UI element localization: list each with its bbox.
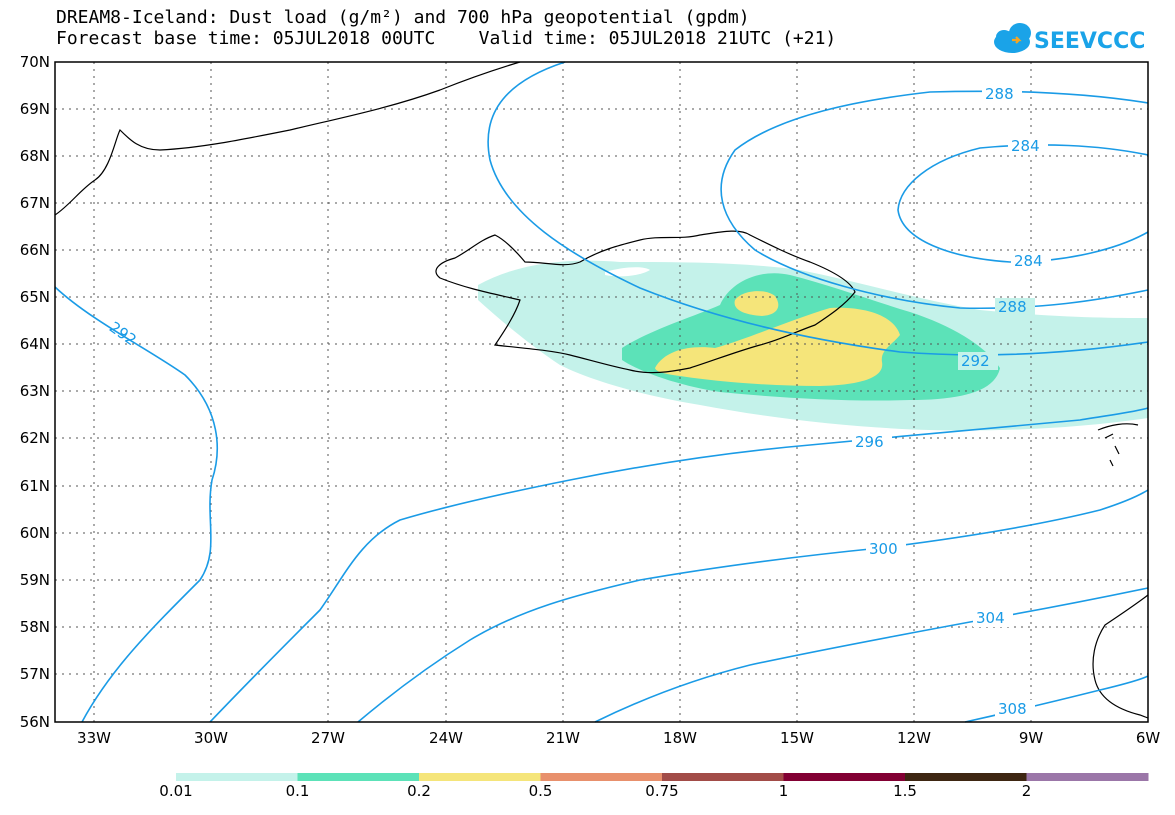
lat-label: 58N [20, 618, 50, 636]
contour-label: 288 [998, 298, 1027, 316]
colorbar-label: 0.2 [407, 782, 431, 800]
lat-label: 61N [20, 477, 50, 495]
faroe-coast [1097, 423, 1139, 467]
contour-292-west [54, 286, 219, 723]
contour-label: 308 [998, 700, 1027, 718]
map-frame [54, 61, 1149, 723]
dust-hole [605, 267, 650, 277]
colorbar-swatch [419, 773, 541, 781]
lat-label: 59N [20, 571, 50, 589]
colorbar [176, 773, 1149, 781]
colorbar-swatch [783, 773, 906, 781]
longitude-labels: 33W 30W 27W 24W 21W 18W 15W 12W 9W 6W [77, 729, 1160, 747]
contour-labels: 288 284 284 288 292 292 296 300 304 308 [106, 85, 1051, 718]
graticule [55, 62, 1148, 722]
lat-label: 56N [20, 713, 50, 731]
logo-text: SEEVCCC [1034, 29, 1145, 54]
lon-label: 18W [663, 729, 697, 747]
lat-label: 65N [20, 288, 50, 306]
lat-label: 63N [20, 382, 50, 400]
lon-label: 9W [1019, 729, 1044, 747]
colorbar-label: 0.5 [528, 782, 553, 800]
cloud-icon [994, 23, 1031, 53]
contour-label: 296 [855, 433, 884, 451]
lat-label: 64N [20, 335, 50, 353]
lat-label: 69N [20, 100, 50, 118]
lon-label: 24W [429, 729, 463, 747]
colorbar-label: 1.5 [893, 782, 917, 800]
lat-label: 66N [20, 241, 50, 259]
lon-label: 15W [780, 729, 814, 747]
lat-label: 60N [20, 524, 50, 542]
lon-label: 33W [77, 729, 111, 747]
colorbar-label: 2 [1021, 782, 1032, 800]
contour-label: 292 [961, 352, 990, 370]
contour-label: 284 [1011, 137, 1040, 155]
contour-300 [357, 489, 1149, 723]
contour-label: 304 [976, 609, 1005, 627]
colorbar-swatch [1026, 773, 1149, 781]
colorbar-label: 0.75 [645, 782, 679, 800]
contour-308 [964, 675, 1149, 723]
colorbar-label: 1 [778, 782, 789, 800]
lat-label: 57N [20, 665, 50, 683]
contour-296 [209, 407, 1149, 723]
contour-304 [594, 587, 1149, 723]
lat-label: 62N [20, 429, 50, 447]
contour-label: 300 [869, 540, 898, 558]
latitude-labels: 70N 69N 68N 67N 66N 65N 64N 63N 62N 61N … [20, 53, 50, 731]
contour-label: 292 [106, 318, 140, 349]
dust-band-02 [655, 307, 900, 386]
seevccc-logo: SEEVCCC [994, 23, 1145, 54]
title-line-2: Forecast base time: 05JUL2018 00UTC Vali… [56, 28, 837, 49]
contour-label: 288 [985, 85, 1014, 103]
colorbar-swatch [297, 773, 420, 781]
title-line-1: DREAM8-Iceland: Dust load (g/m²) and 700… [56, 7, 750, 28]
lon-label: 21W [546, 729, 580, 747]
colorbar-label: 0.1 [285, 782, 310, 800]
colorbar-swatch [905, 773, 1027, 781]
colorbar-label: 0.01 [159, 782, 193, 800]
lat-label: 68N [20, 147, 50, 165]
contour-label: 284 [1014, 252, 1043, 270]
coastlines [54, 61, 1149, 719]
scotland-coast [1092, 594, 1149, 719]
contour-288 [720, 90, 1149, 310]
lon-label: 27W [311, 729, 345, 747]
lat-label: 70N [20, 53, 50, 71]
colorbar-swatch [540, 773, 663, 781]
lat-label: 67N [20, 194, 50, 212]
dust-band-02b [734, 291, 779, 316]
dust-load-shading [478, 260, 1148, 431]
lon-label: 12W [897, 729, 931, 747]
colorbar-swatch [662, 773, 784, 781]
lon-label: 6W [1136, 729, 1161, 747]
greenland-coast [54, 61, 521, 216]
colorbar-swatch [176, 773, 298, 781]
lon-label: 30W [194, 729, 228, 747]
iceland-coast [435, 230, 856, 374]
